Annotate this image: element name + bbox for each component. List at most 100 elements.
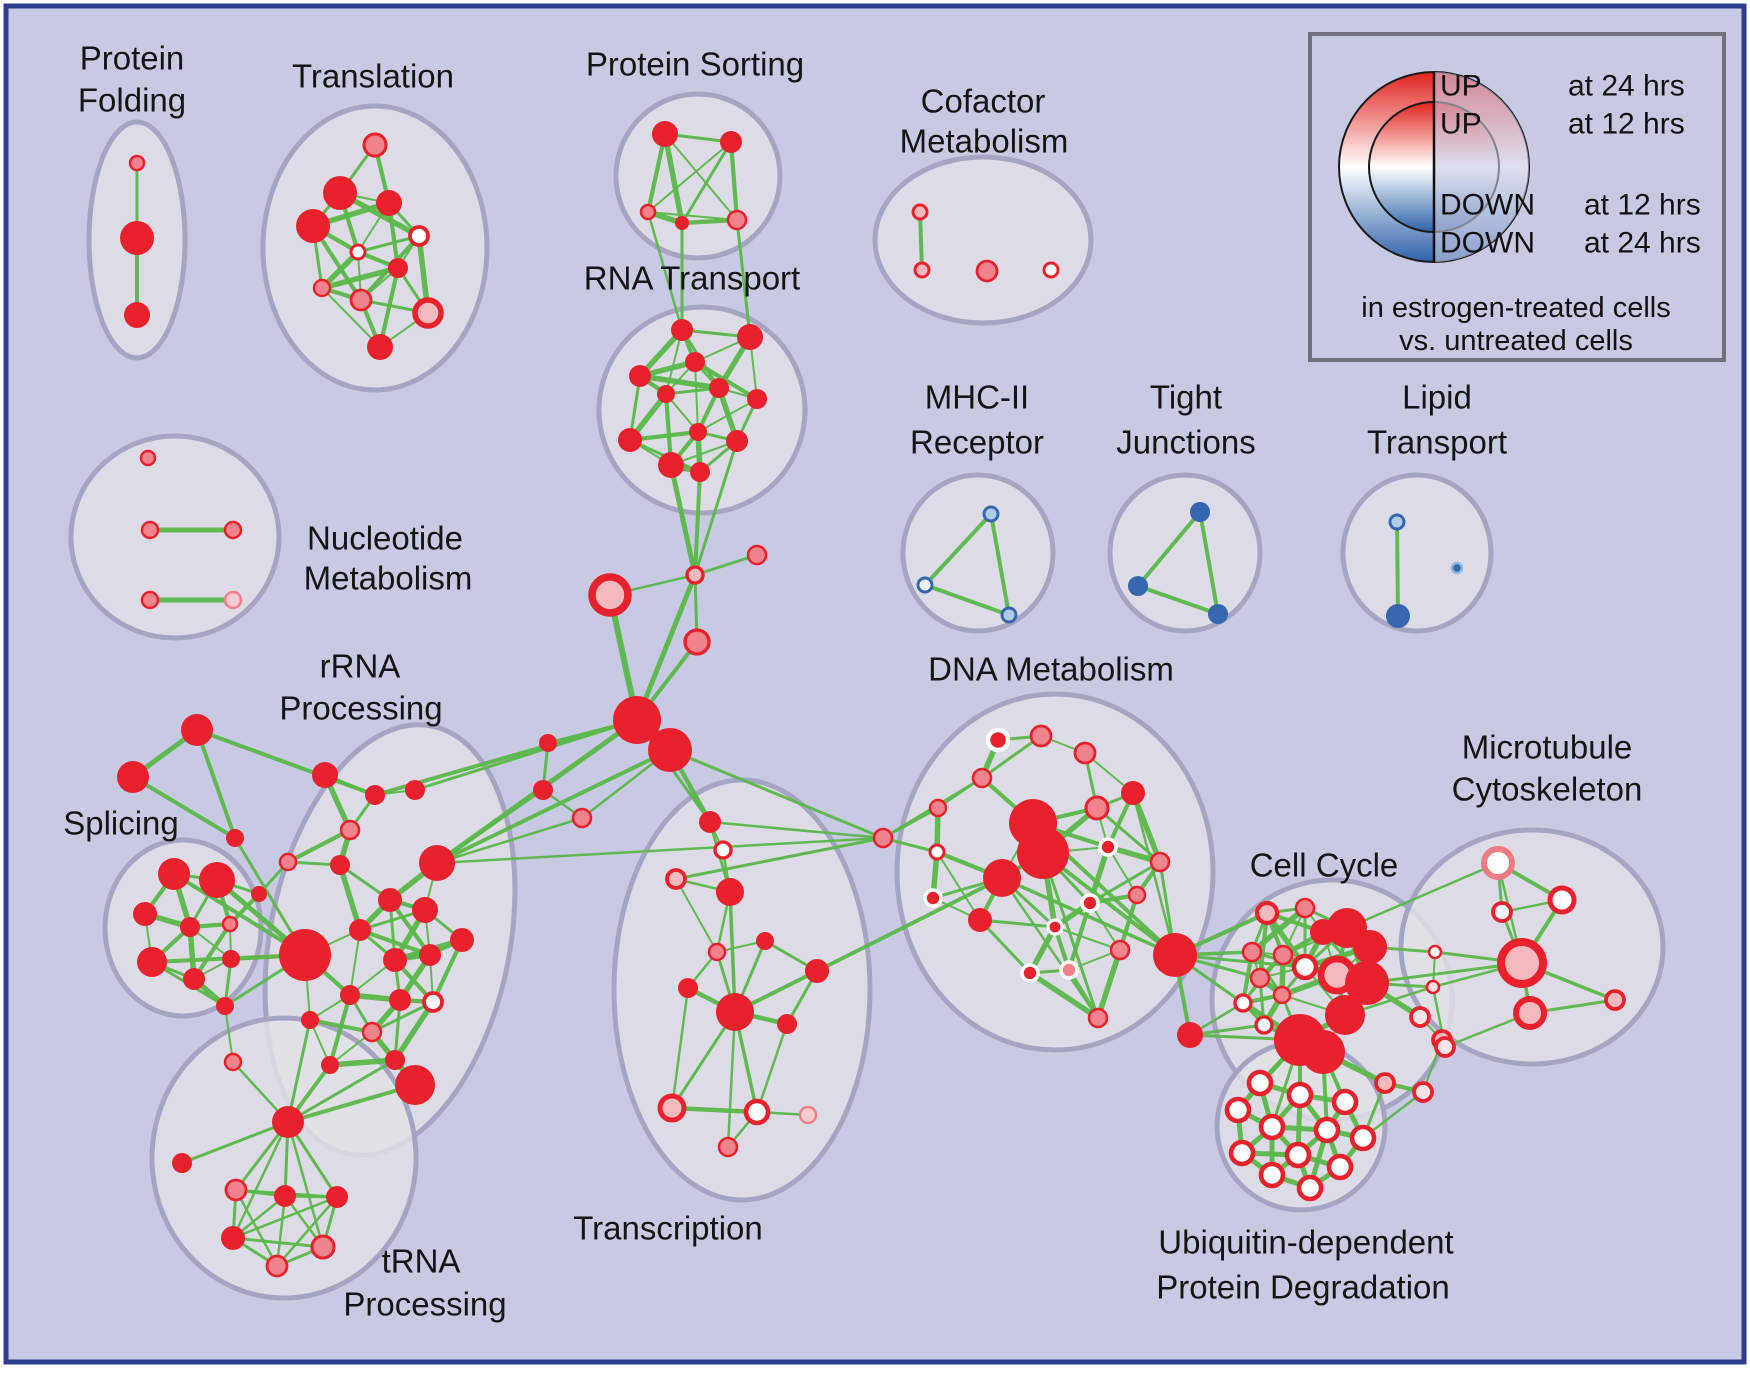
network-node-tx-9	[805, 959, 829, 983]
network-edge-bridge	[708, 820, 885, 840]
network-edge-tx	[726, 1010, 737, 1149]
network-node-ub-8	[1284, 1141, 1312, 1169]
network-node-tl-8	[349, 288, 373, 312]
network-node-tx-1	[713, 840, 733, 860]
network-node-tx-13	[717, 1136, 739, 1158]
cluster-ellipse-ps	[613, 91, 783, 261]
network-edge-tp	[275, 1194, 287, 1268]
network-edge-rt	[637, 373, 722, 391]
network-edge-cn	[131, 775, 237, 840]
cluster-label-ub-1: Protein Degradation	[1156, 1269, 1450, 1306]
network-node-ub-0	[1246, 1069, 1274, 1097]
network-node-cn-12	[872, 827, 894, 849]
network-edge-dm	[978, 918, 1057, 929]
network-node-rr-0	[312, 762, 338, 788]
network-edge-rr	[327, 1057, 398, 1068]
cluster-ellipse-tx	[611, 777, 873, 1203]
network-node-rt-6	[747, 389, 767, 409]
network-node-cf-1	[913, 261, 931, 279]
network-edge-dm	[1054, 926, 1121, 951]
network-node-lp-2	[1450, 561, 1464, 575]
network-edge-rt	[697, 398, 758, 433]
network-node-tx-3	[716, 878, 744, 906]
network-node-cc-14	[1325, 995, 1365, 1035]
network-edge-tl	[319, 265, 401, 291]
network-edge-tl	[377, 265, 401, 350]
network-edge-bridge	[668, 462, 698, 578]
legend-row-time-1: at 12 hrs	[1568, 108, 1685, 141]
network-edge-rt	[692, 359, 760, 402]
network-node-tl-4	[349, 243, 367, 261]
network-node-nm-3	[140, 590, 160, 610]
network-node-rr-5	[330, 855, 350, 875]
network-node-ub-3	[1224, 1096, 1252, 1124]
cluster-ellipse-nm	[68, 433, 282, 641]
network-edge-mh	[923, 512, 993, 587]
cluster-label-tj-1: Junctions	[1116, 424, 1255, 461]
cluster-label-tx-0: Transcription	[573, 1210, 763, 1247]
network-node-tp-1	[172, 1153, 192, 1173]
network-node-dm-9	[1017, 827, 1069, 879]
network-node-mh-2	[1000, 606, 1018, 624]
network-edge-rt	[694, 361, 699, 433]
network-node-cc-7	[1291, 953, 1319, 981]
network-edge-ps	[647, 141, 732, 213]
network-node-rt-10	[658, 452, 684, 478]
network-node-rr-12	[419, 944, 441, 966]
network-node-cn-13	[1153, 933, 1197, 977]
network-node-dm-5	[1084, 795, 1110, 821]
network-node-dm-20	[1059, 960, 1079, 980]
network-edge-dm	[1095, 947, 1123, 1021]
network-edge-bridge	[1131, 791, 1177, 957]
network-node-sp-0	[158, 858, 190, 890]
network-node-tx-12	[798, 1105, 818, 1125]
network-edge-dm	[1027, 970, 1101, 1021]
network-edge-rr	[370, 1000, 435, 1034]
network-edge-bridge	[1365, 961, 1524, 985]
cluster-ellipse-rt	[596, 304, 808, 516]
network-edge-bridge	[435, 836, 885, 865]
cluster-label-nm-1: Metabolism	[304, 560, 473, 597]
cluster-label-pf-0: Protein	[80, 40, 185, 77]
legend-caption-1: vs. untreated cells	[1399, 325, 1633, 357]
network-node-dm-13	[923, 888, 943, 908]
cluster-label-mc-1: Cytoskeleton	[1452, 771, 1643, 808]
network-node-mc-1	[1547, 885, 1577, 915]
network-node-ps-3	[675, 216, 689, 230]
network-node-dm-16	[1127, 885, 1147, 905]
network-node-ub-11	[1296, 1174, 1324, 1202]
network-edge-bridge	[674, 836, 885, 881]
cluster-label-lp-1: Transport	[1367, 424, 1507, 461]
network-edge-tx	[728, 890, 737, 1014]
cluster-label-ps-0: Protein Sorting	[586, 46, 804, 83]
network-node-pf-0	[128, 154, 146, 172]
cluster-label-cc-0: Cell Cycle	[1250, 847, 1399, 884]
network-node-mc-8	[1434, 1036, 1456, 1058]
network-node-tp-4	[326, 1186, 348, 1208]
network-edge-tp	[231, 1236, 325, 1249]
network-node-tx-2	[665, 868, 687, 890]
network-node-tx-5	[707, 942, 727, 962]
network-node-dm-0	[985, 727, 1011, 753]
network-node-sp-3	[180, 917, 200, 937]
network-node-tl-1	[323, 176, 357, 210]
network-node-tl-9	[412, 297, 444, 329]
network-node-rr-8	[412, 897, 438, 923]
network-node-cn-10	[613, 696, 661, 744]
network-edge-bridge	[195, 728, 377, 797]
network-node-cn-2	[226, 829, 244, 847]
network-edge-rr	[285, 827, 353, 865]
network-node-tp-7	[265, 1254, 289, 1278]
network-node-rr-9	[349, 919, 371, 941]
network-node-lp-1	[1386, 604, 1410, 628]
legend-row-direction-2: DOWN	[1440, 189, 1535, 222]
network-node-ub-7	[1228, 1139, 1256, 1167]
cluster-label-mc-0: Microtubule	[1462, 729, 1633, 766]
network-edge-bridge	[646, 210, 684, 332]
cluster-label-tp-0: tRNA	[382, 1243, 461, 1280]
network-edge-ps	[647, 211, 738, 221]
network-edge-bridge	[693, 470, 702, 577]
network-node-sp-9	[216, 997, 234, 1015]
network-node-ub-1	[1286, 1081, 1314, 1109]
